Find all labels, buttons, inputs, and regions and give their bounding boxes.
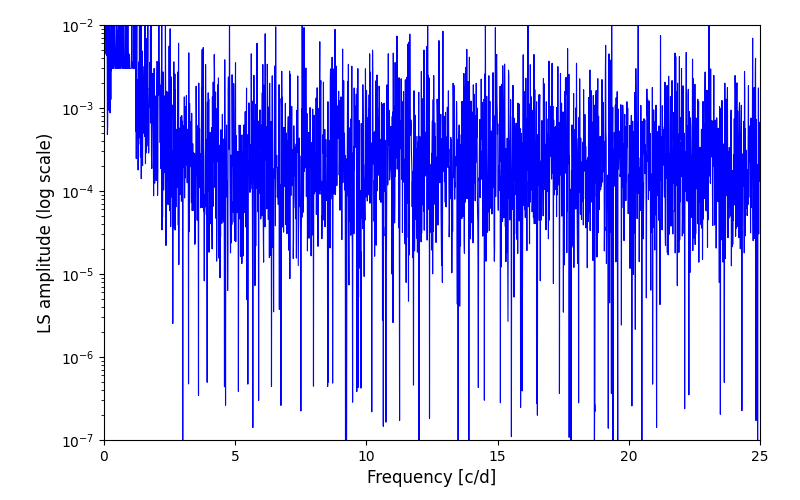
Y-axis label: LS amplitude (log scale): LS amplitude (log scale): [38, 132, 55, 332]
X-axis label: Frequency [c/d]: Frequency [c/d]: [367, 470, 497, 488]
